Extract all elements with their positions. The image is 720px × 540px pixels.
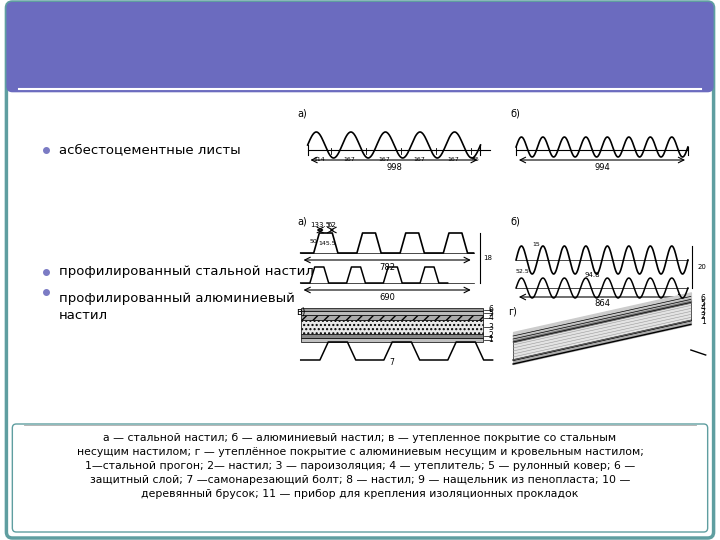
Text: профилированный алюминиевый
настил: профилированный алюминиевый настил <box>59 292 294 322</box>
FancyBboxPatch shape <box>6 2 714 538</box>
Text: 114: 114 <box>314 157 325 162</box>
Text: 3: 3 <box>701 308 706 317</box>
Bar <box>301 315 483 320</box>
Text: 167: 167 <box>413 157 425 162</box>
Text: 6: 6 <box>488 305 493 314</box>
Text: 994: 994 <box>594 163 610 172</box>
Text: а — стальной настил; б — алюминиевый настил; в — утепленное покрытие со стальным: а — стальной настил; б — алюминиевый нас… <box>104 433 616 443</box>
Text: а): а) <box>298 109 307 119</box>
FancyBboxPatch shape <box>12 424 708 532</box>
Text: 864: 864 <box>594 300 610 308</box>
Text: б): б) <box>510 217 520 227</box>
Text: несущим настилом; г — утеплённое покрытие с алюминиевым несущим и кровельным нас: несущим настилом; г — утеплённое покрыти… <box>76 447 644 457</box>
Text: 145.5: 145.5 <box>318 241 336 246</box>
Text: 167: 167 <box>378 157 390 162</box>
Text: в): в) <box>296 307 305 317</box>
Text: 4: 4 <box>701 303 706 313</box>
Text: а): а) <box>298 217 307 227</box>
Text: 52.5: 52.5 <box>516 269 530 274</box>
FancyBboxPatch shape <box>6 2 714 92</box>
Text: защитный слой; 7 —самонарезающий болт; 8 — настил; 9 — нащельник из пенопласта; : защитный слой; 7 —самонарезающий болт; 8… <box>90 475 630 485</box>
Bar <box>301 338 483 342</box>
Text: 998: 998 <box>386 163 402 172</box>
Text: 6: 6 <box>701 294 706 303</box>
Text: 50: 50 <box>310 239 318 244</box>
Text: 133.5: 133.5 <box>310 222 330 228</box>
Text: 1: 1 <box>701 317 706 326</box>
Text: 4: 4 <box>488 313 493 322</box>
Text: асбестоцементные листы: асбестоцементные листы <box>59 144 240 157</box>
Text: 5: 5 <box>701 299 706 308</box>
Text: 45: 45 <box>472 157 480 162</box>
Text: 167: 167 <box>448 157 459 162</box>
Text: 5: 5 <box>488 308 493 318</box>
Text: профилированный стальной настил: профилированный стальной настил <box>59 266 314 279</box>
Text: 167: 167 <box>343 157 355 162</box>
Text: 20: 20 <box>698 264 706 270</box>
Text: деревянный брусок; 11 — прибор для крепления изоляционных прокладок: деревянный брусок; 11 — прибор для крепл… <box>141 489 579 499</box>
Text: 1: 1 <box>488 335 493 345</box>
Bar <box>301 320 483 334</box>
Text: 690: 690 <box>379 293 395 301</box>
Text: 18: 18 <box>483 255 492 261</box>
Text: 2: 2 <box>488 332 493 341</box>
Bar <box>301 334 483 338</box>
Text: 15: 15 <box>532 242 540 247</box>
Bar <box>301 308 483 311</box>
Text: 2: 2 <box>701 313 706 321</box>
Text: 1—стальной прогон; 2— настил; 3 — пароизоляция; 4 — утеплитель; 5 — рулонный ков: 1—стальной прогон; 2— настил; 3 — пароиз… <box>85 461 635 471</box>
Text: 7: 7 <box>390 358 394 367</box>
Text: 3: 3 <box>488 322 493 332</box>
Text: 782: 782 <box>379 262 395 272</box>
Text: 62: 62 <box>328 222 336 228</box>
Text: б): б) <box>510 109 520 119</box>
Bar <box>301 311 483 315</box>
Text: г): г) <box>508 307 517 317</box>
Text: 94.8: 94.8 <box>585 272 600 278</box>
